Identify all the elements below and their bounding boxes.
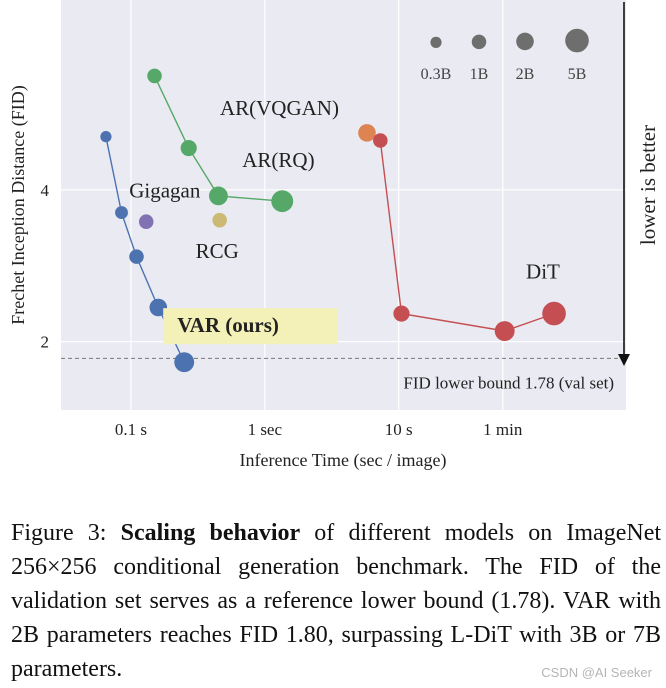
side-note-text: lower is better (636, 125, 660, 245)
data-point-dit (373, 133, 388, 148)
legend-size-label: 2B (516, 66, 535, 83)
series-label-ar-rq: AR(RQ) (242, 148, 314, 172)
series-label-ar-vqgan: AR(VQGAN) (220, 96, 339, 120)
axis-ticks: 0.1 s 1 sec 10 s 1 min 2 4 (41, 181, 523, 439)
series-label-var-ours: VAR (ours) (177, 313, 279, 337)
series-label-highlight (163, 308, 338, 345)
legend-size-marker (516, 32, 534, 51)
data-point-gigagan (138, 214, 154, 229)
grid: FID lower bound 1.78 (val set) (61, 0, 626, 410)
watermark: CSDN @AI Seeker (541, 665, 652, 680)
x-tick-label: 0.1 s (115, 420, 147, 439)
legend-size-label: 0.3B (421, 66, 452, 83)
x-tick-label: 10 s (385, 420, 413, 439)
data-point-var-ours (115, 206, 128, 220)
legend-size-label: 1B (470, 66, 489, 83)
data-point-var-ours (149, 298, 168, 317)
figure-caption: Figure 3: Scaling behavior of different … (11, 516, 661, 686)
data-point-var-ours (100, 131, 112, 143)
y-tick-label: 4 (41, 181, 50, 200)
y-tick-label: 2 (41, 333, 50, 352)
data-point-var-ours (129, 249, 144, 264)
y-axis-title: Frechet Inception Distance (FID) (8, 85, 29, 324)
data-point-rcg (212, 212, 227, 228)
series-labels: VAR (ours) AR(RQ) Gigagan RCG AR(VQGAN) DiT (129, 96, 560, 345)
series-label-rcg: RCG (196, 239, 239, 263)
plot-area (61, 0, 626, 410)
series-label-dit: DiT (526, 260, 560, 284)
legend-size-marker (565, 28, 589, 53)
data-point-dit (494, 321, 515, 341)
data-point-ar-vqgan (358, 124, 376, 142)
data-point-ar-rq (147, 68, 162, 84)
legend-size-marker (430, 36, 442, 49)
caption-label: Figure 3: (11, 520, 107, 546)
data-point-var-ours (174, 352, 195, 373)
size-legend: 0.3B 1B 2B 5B (421, 28, 589, 83)
x-tick-label: 1 min (483, 420, 523, 439)
series-line-dit (379, 140, 555, 332)
data-point-ar-rq (208, 186, 228, 206)
data-points (100, 68, 566, 373)
caption-bold: Scaling behavior (120, 520, 301, 546)
data-point-ar-rq (180, 139, 197, 157)
legend-size-marker (471, 34, 487, 50)
series-label-gigagan: Gigagan (129, 179, 201, 203)
series-line-ar-rq (153, 75, 283, 202)
data-point-dit (542, 301, 566, 326)
caption-text: of different models on ImageNet 256×256 … (11, 520, 662, 682)
data-point-ar-rq (271, 190, 294, 213)
x-axis-title: Inference Time (sec / image) (240, 450, 447, 471)
data-point-dit (393, 305, 410, 322)
x-tick-label: 1 sec (248, 420, 283, 439)
legend-size-label: 5B (568, 66, 587, 83)
reference-line-label: FID lower bound 1.78 (val set) (403, 373, 614, 392)
chart: FID lower bound 1.78 (val set) VAR (ours… (8, 0, 660, 471)
arrow-head (618, 354, 630, 366)
side-note: lower is better (618, 2, 660, 366)
